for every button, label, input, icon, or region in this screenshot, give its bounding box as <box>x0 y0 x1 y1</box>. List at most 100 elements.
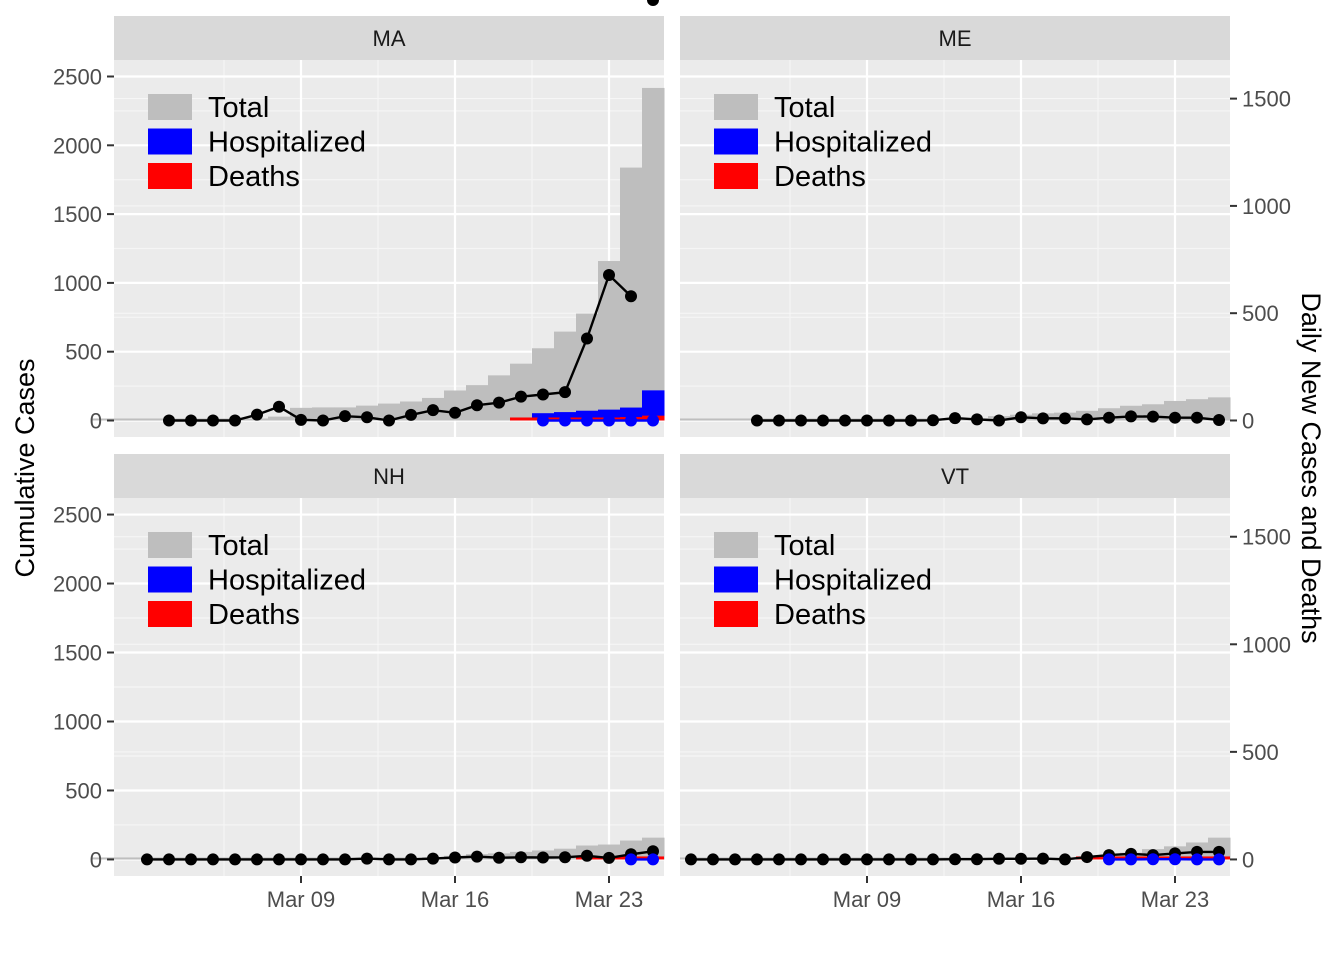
total-bar <box>268 416 291 421</box>
daily-new-point <box>1037 412 1049 425</box>
legend-label: Deaths <box>208 161 300 193</box>
y2-tick-label: 0 <box>1242 847 1254 872</box>
legend-label: Total <box>208 92 269 124</box>
daily-new-point <box>795 853 807 866</box>
daily-new-point <box>883 414 895 427</box>
facet-label: ME <box>939 26 972 51</box>
y-tick-label: 500 <box>65 340 102 365</box>
daily-new-point <box>339 853 351 866</box>
y-tick-label: 0 <box>90 847 102 872</box>
legend-key-deaths <box>148 163 192 189</box>
y2-tick-label: 1500 <box>1242 525 1291 550</box>
daily-new-point <box>751 414 763 427</box>
legend-label: Total <box>774 92 835 124</box>
daily-new-point <box>603 851 615 864</box>
daily-new-line <box>169 272 632 422</box>
daily-hospitalized-point <box>559 414 571 427</box>
daily-new-point <box>685 853 697 866</box>
total-bar <box>92 418 115 421</box>
daily-new-point <box>817 414 829 427</box>
hospitalized-bar <box>642 390 665 421</box>
daily-new-point <box>515 851 527 864</box>
daily-new-point <box>251 853 263 866</box>
total-bar <box>576 313 599 421</box>
daily-new-point <box>471 399 483 412</box>
legend-key-total <box>148 532 192 558</box>
y2-tick-label: 1000 <box>1242 632 1291 657</box>
legend-label: Hospitalized <box>774 565 932 597</box>
legend-key-hospitalized <box>714 566 758 593</box>
daily-hospitalized-point <box>1213 853 1225 866</box>
daily-new-point <box>817 853 829 866</box>
legend-label: Total <box>774 530 835 562</box>
daily-new-point <box>839 853 851 866</box>
daily-new-point <box>993 852 1005 865</box>
total-bar <box>642 87 665 421</box>
daily-new-point <box>1081 413 1093 426</box>
daily-hospitalized-point <box>1125 853 1137 866</box>
x-tick-label: Mar 23 <box>1141 887 1209 912</box>
daily-new-point <box>317 414 329 427</box>
total-bar <box>312 407 335 421</box>
daily-hospitalized-point <box>1103 853 1115 866</box>
daily-new-point <box>949 412 961 425</box>
daily-new-point <box>559 386 571 399</box>
facet-label: VT <box>941 464 969 489</box>
daily-new-point <box>1213 414 1225 427</box>
daily-new-point <box>163 414 175 427</box>
legend-key-deaths <box>714 601 758 627</box>
daily-new-point <box>795 414 807 427</box>
daily-new-point <box>427 852 439 865</box>
y2-tick-label: 1000 <box>1242 194 1291 219</box>
y-tick-label: 1000 <box>53 271 102 296</box>
daily-new-point <box>1015 411 1027 424</box>
daily-new-point <box>207 414 219 427</box>
y-tick-label: 2500 <box>53 65 102 90</box>
daily-new-point <box>883 853 895 866</box>
daily-new-point <box>163 853 175 866</box>
daily-new-point <box>729 853 741 866</box>
daily-new-point <box>229 414 241 427</box>
daily-hospitalized-point <box>647 414 659 427</box>
daily-hospitalized-point <box>581 414 593 427</box>
daily-new-point <box>1059 853 1071 866</box>
total-bar <box>598 261 621 421</box>
deaths-bar <box>510 417 533 421</box>
daily-new-point <box>207 853 219 866</box>
daily-new-point <box>707 853 719 866</box>
daily-new-point <box>625 290 637 303</box>
y-tick-label: 1500 <box>53 641 102 666</box>
daily-new-point <box>647 0 659 6</box>
daily-new-point <box>1081 851 1093 864</box>
legend-key-total <box>714 532 758 558</box>
daily-new-point <box>185 853 197 866</box>
total-bar <box>680 418 703 421</box>
x-tick-label: Mar 09 <box>267 887 335 912</box>
daily-new-point <box>361 852 373 865</box>
daily-new-line <box>757 415 1220 422</box>
daily-new-point <box>251 408 263 421</box>
daily-new-point <box>273 400 285 413</box>
y2-tick-label: 500 <box>1242 301 1279 326</box>
daily-new-point <box>1147 410 1159 423</box>
daily-new-point <box>317 853 329 866</box>
total-bar <box>724 418 747 421</box>
y-tick-label: 2000 <box>53 572 102 597</box>
total-bar <box>114 857 137 860</box>
daily-new-point <box>361 411 373 424</box>
daily-hospitalized-point <box>625 853 637 866</box>
daily-new-point <box>493 851 505 864</box>
legend-label: Deaths <box>774 161 866 193</box>
daily-new-point <box>861 853 873 866</box>
x-tick-label: Mar 16 <box>987 887 1055 912</box>
daily-new-point <box>405 853 417 866</box>
total-bar <box>92 857 115 860</box>
y2-tick-label: 1500 <box>1242 87 1291 112</box>
total-bar <box>1208 397 1231 421</box>
total-bar <box>114 418 137 421</box>
daily-new-point <box>559 851 571 864</box>
facet-strip <box>680 454 1230 498</box>
